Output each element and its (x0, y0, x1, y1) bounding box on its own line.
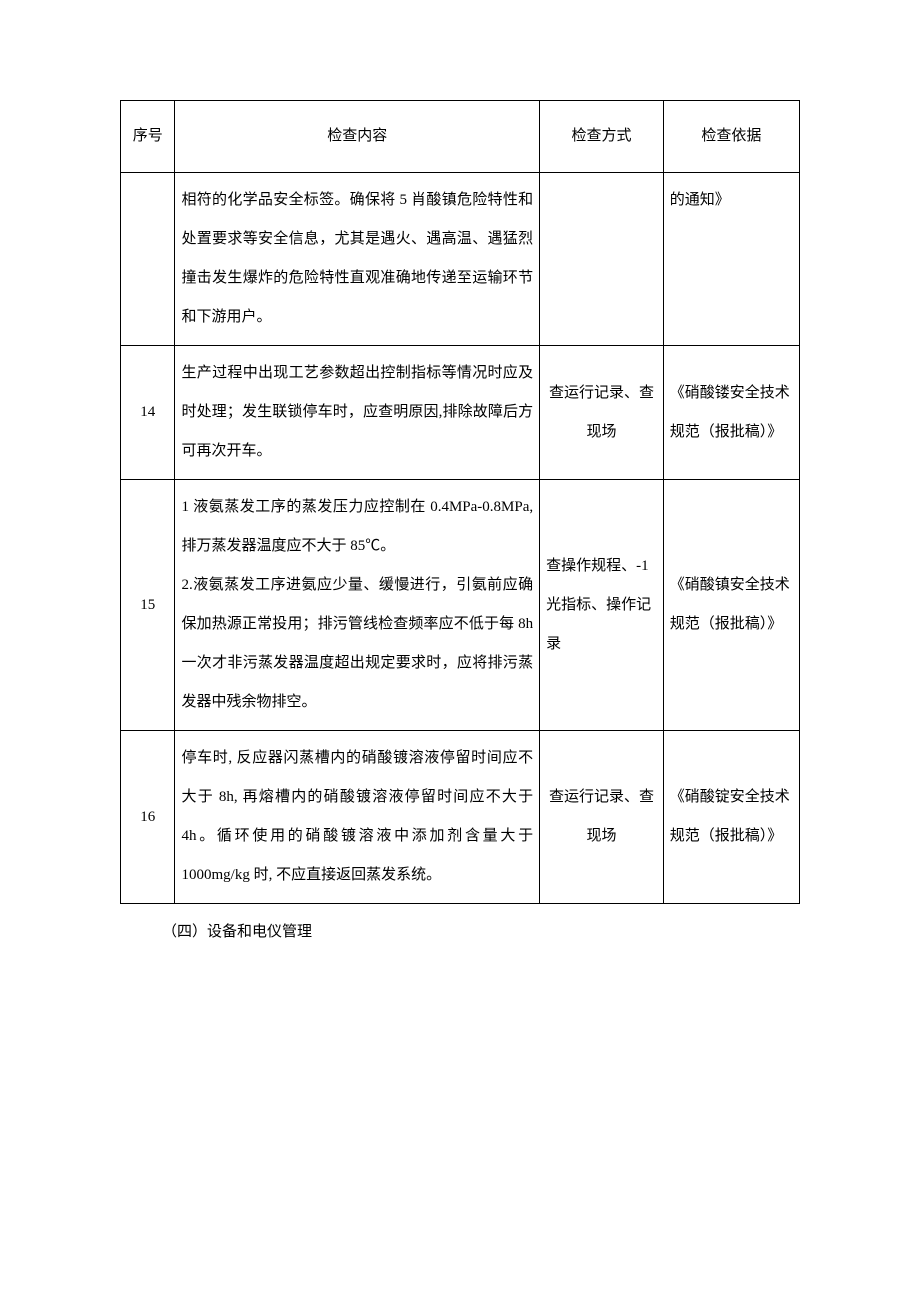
cell-method: 查运行记录、查现场 (540, 346, 664, 480)
table-header-row: 序号 检查内容 检查方式 检查依据 (121, 101, 800, 173)
cell-method: 查操作规程、-1 光指标、操作记录 (540, 480, 664, 731)
table-row: 16 停车时, 反应器闪蒸槽内的硝酸镀溶液停留时间应不大于 8h, 再熔槽内的硝… (121, 731, 800, 904)
cell-content: 生产过程中出现工艺参数超出控制指标等情况时应及时处理；发生联锁停车时，应查明原因… (175, 346, 540, 480)
cell-method (540, 173, 664, 346)
cell-basis: 《硝酸锭安全技术规范（报批稿）》 (663, 731, 799, 904)
section-label: （四）设备和电仪管理 (120, 914, 800, 950)
table-row: 15 1 液氨蒸发工序的蒸发压力应控制在 0.4MPa-0.8MPa, 排万蒸发… (121, 480, 800, 731)
header-content: 检查内容 (175, 101, 540, 173)
cell-content: 停车时, 反应器闪蒸槽内的硝酸镀溶液停留时间应不大于 8h, 再熔槽内的硝酸镀溶… (175, 731, 540, 904)
cell-basis: 的通知》 (663, 173, 799, 346)
cell-basis: 《硝酸镇安全技术规范（报批稿）》 (663, 480, 799, 731)
cell-seq (121, 173, 175, 346)
cell-seq: 14 (121, 346, 175, 480)
table-row: 14 生产过程中出现工艺参数超出控制指标等情况时应及时处理；发生联锁停车时，应查… (121, 346, 800, 480)
table-row: 相符的化学品安全标签。确保将 5 肖酸镇危险特性和处置要求等安全信息，尤其是遇火… (121, 173, 800, 346)
cell-method: 查运行记录、查现场 (540, 731, 664, 904)
cell-content: 1 液氨蒸发工序的蒸发压力应控制在 0.4MPa-0.8MPa, 排万蒸发器温度… (175, 480, 540, 731)
header-seq: 序号 (121, 101, 175, 173)
cell-seq: 16 (121, 731, 175, 904)
cell-seq: 15 (121, 480, 175, 731)
inspection-table: 序号 检查内容 检查方式 检查依据 相符的化学品安全标签。确保将 5 肖酸镇危险… (120, 100, 800, 904)
cell-content: 相符的化学品安全标签。确保将 5 肖酸镇危险特性和处置要求等安全信息，尤其是遇火… (175, 173, 540, 346)
cell-basis: 《硝酸镂安全技术规范（报批稿）》 (663, 346, 799, 480)
header-method: 检查方式 (540, 101, 664, 173)
header-basis: 检查依据 (663, 101, 799, 173)
